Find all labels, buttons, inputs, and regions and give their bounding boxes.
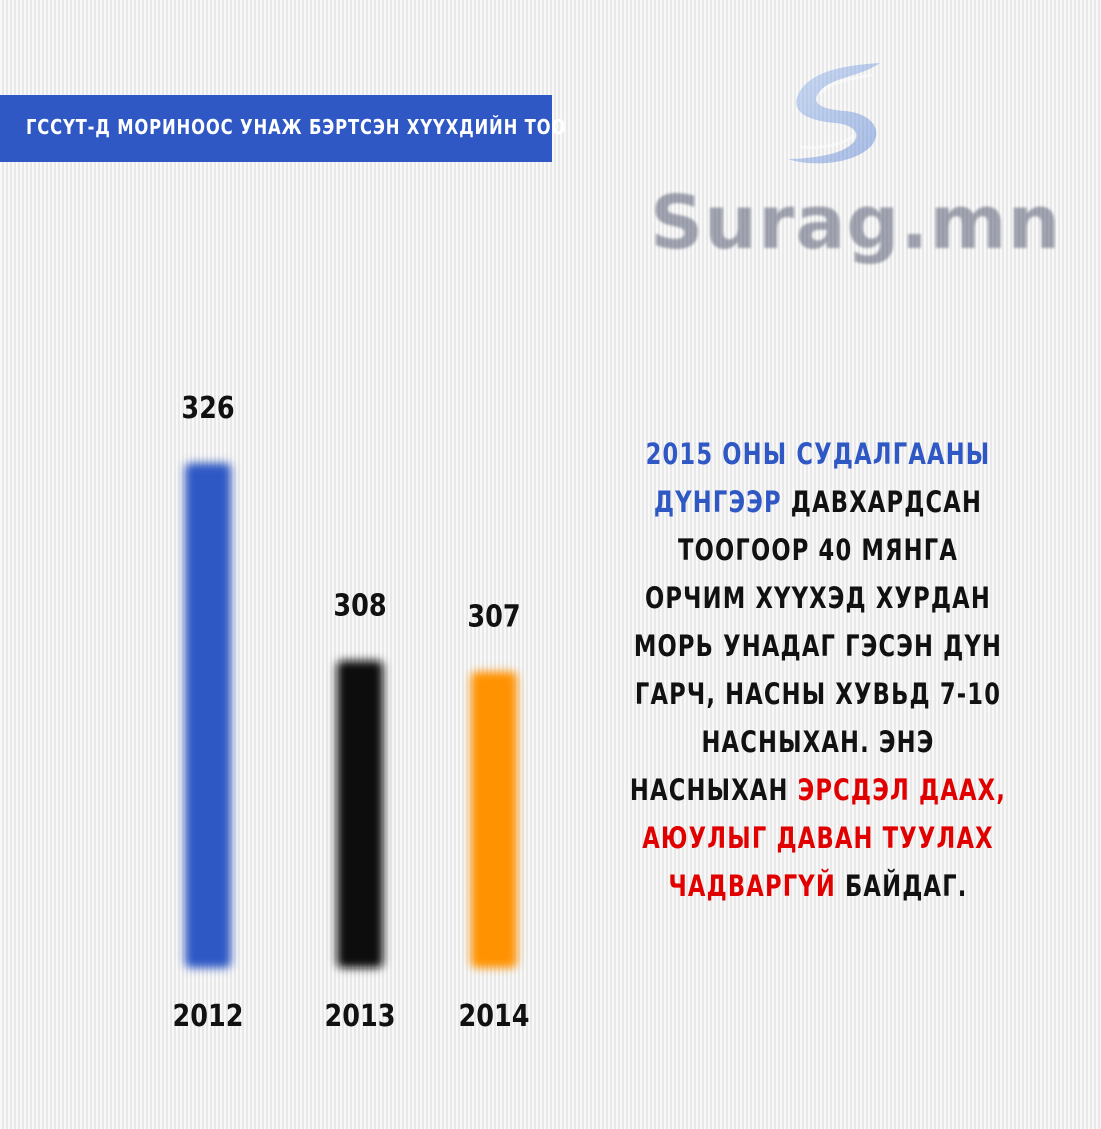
title-banner: ГССҮТ-Д МОРИНООС УНАЖ БЭРТСЭН ХҮҮХДИЙН Т… [0,95,565,162]
note-highlight-red: ЭРСДЭЛ ДААХ, АЮУЛЫГ ДАВАН ТУУЛАХ ЧАДВАРГ… [642,773,1007,903]
surag-logo-icon [788,63,880,164]
note-highlight-blue: 2015 ОНЫ СУДАЛГААНЫ ДҮНГЭЭР [645,437,991,519]
chart-title: ГССҮТ-Д МОРИНООС УНАЖ БЭРТСЭН ХҮҮХДИЙН Т… [26,115,567,139]
bar-2014 [471,671,517,968]
category-label-2014: 2014 [459,998,530,1034]
category-label-2013: 2013 [325,998,396,1034]
category-label-2012: 2012 [173,998,244,1034]
value-label-2013: 308 [333,588,386,624]
note-text: ДАВХАРДСАН ТООГООР 40 МЯНГА ОРЧИМ ХҮҮХЭД… [629,485,1003,807]
research-note: 2015 ОНЫ СУДАЛГААНЫ ДҮНГЭЭР ДАВХАРДСАН Т… [620,430,1015,910]
logo-text: Surag.mn [650,180,1062,266]
bar-2012 [185,463,231,968]
surag-logo: Surag.mn [640,55,1060,275]
value-label-2014: 307 [467,599,520,635]
value-label-2012: 326 [181,390,234,426]
bar-2013 [337,660,383,968]
note-ending: БАЙДАГ. [835,869,968,903]
